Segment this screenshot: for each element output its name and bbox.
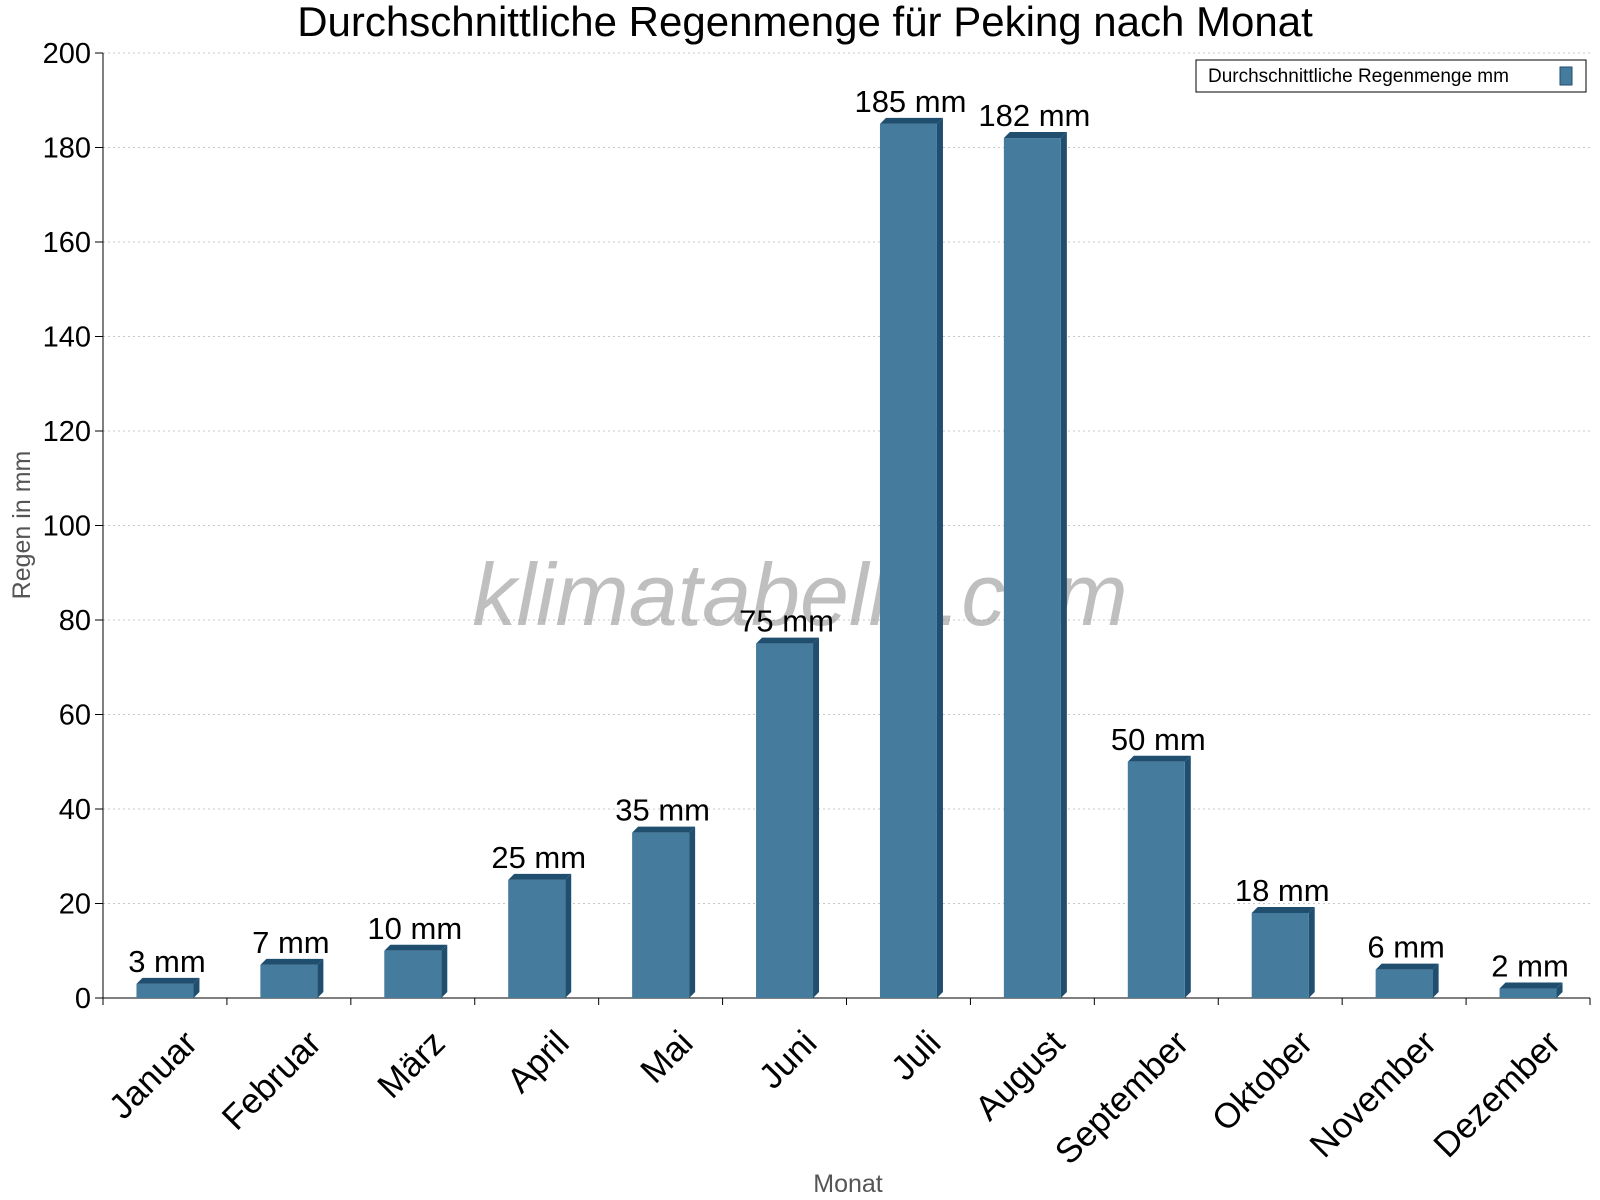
- x-tick-label: August: [968, 1023, 1073, 1128]
- bar-side: [317, 958, 324, 998]
- x-tick-label: Mai: [633, 1023, 700, 1090]
- y-tick-label: 20: [59, 889, 91, 921]
- y-axis-label: Regen in mm: [8, 451, 36, 600]
- bar-9: [1127, 755, 1191, 998]
- x-axis-label: Monat: [813, 1170, 883, 1198]
- bar-value-label: 50 mm: [1111, 722, 1206, 757]
- bar-front: [260, 964, 318, 998]
- x-tick-label: Juli: [884, 1023, 949, 1088]
- bar-front: [879, 123, 937, 998]
- x-tick-label: Februar: [215, 1023, 329, 1137]
- bar-top: [1251, 906, 1315, 913]
- bar-front: [1375, 969, 1433, 998]
- legend-box: [1195, 59, 1587, 93]
- bar-side: [1060, 132, 1067, 999]
- y-tick-label: 40: [59, 794, 91, 826]
- axes: [102, 53, 1590, 999]
- bar-top: [756, 637, 820, 644]
- bar-top: [1003, 132, 1067, 139]
- bar-side: [1184, 755, 1191, 998]
- y-tick-label: 0: [75, 983, 91, 1015]
- bar-side: [565, 873, 572, 998]
- bar-top: [136, 977, 200, 984]
- chart-title: Durchschnittliche Regenmenge für Peking …: [297, 0, 1313, 45]
- bar-11: [1375, 963, 1439, 998]
- x-tick-label: Dezember: [1426, 1023, 1568, 1165]
- legend-entry-label: Durchschnittliche Regenmenge mm: [1208, 66, 1509, 87]
- y-tick-label: 60: [59, 700, 91, 732]
- y-tick-label: 180: [43, 133, 91, 165]
- bar-value-label: 35 mm: [615, 793, 710, 828]
- bar-10: [1251, 906, 1315, 998]
- bar-side: [1432, 963, 1439, 998]
- x-tick-label: November: [1302, 1023, 1444, 1165]
- bar-value-label: 18 mm: [1235, 873, 1330, 908]
- bar-value-label: 182 mm: [978, 98, 1090, 133]
- bar-8: [1003, 132, 1067, 999]
- bar-front: [632, 832, 690, 998]
- x-axis-ticks: Januar Februar März April Mai Juni Juli AugustS…: [102, 998, 1591, 1172]
- bar-4: [508, 873, 572, 998]
- legend: Durchschnittliche Regenmenge mm: [1195, 59, 1587, 93]
- bar-top: [1499, 982, 1563, 989]
- bar-3: [384, 944, 448, 998]
- bar-front: [1003, 138, 1061, 999]
- bar-side: [1308, 906, 1315, 998]
- bar-front: [136, 983, 194, 998]
- bar-6: [756, 637, 820, 998]
- bar-side: [193, 977, 200, 998]
- bar-top: [260, 958, 324, 965]
- bar-value-label: 6 mm: [1367, 930, 1445, 965]
- bar-7: [879, 117, 943, 998]
- bar-2: [260, 958, 324, 998]
- bar-front: [384, 950, 442, 998]
- y-tick-label: 200: [43, 38, 91, 70]
- y-axis-ticks: 0 20 40 60 80 100 120 140 160 180 200: [43, 38, 103, 1015]
- bar-value-label: 3 mm: [128, 944, 206, 979]
- x-tick-label: Oktober: [1205, 1023, 1321, 1139]
- x-tick-label: April: [500, 1023, 577, 1100]
- x-tick-label: Januar: [102, 1023, 205, 1126]
- bar-value-label: 185 mm: [854, 84, 966, 119]
- bar-side: [441, 944, 448, 998]
- bar-1: [136, 977, 200, 998]
- x-tick-label: September: [1048, 1023, 1197, 1172]
- bar-front: [756, 643, 814, 998]
- y-tick-label: 160: [43, 227, 91, 259]
- bar-5: [632, 826, 696, 998]
- grid-lines: [103, 52, 1590, 904]
- bar-12: [1499, 982, 1563, 998]
- bar-value-label: 2 mm: [1491, 949, 1569, 984]
- y-tick-label: 120: [43, 416, 91, 448]
- bar-value-label: 7 mm: [252, 925, 330, 960]
- bar-side: [936, 117, 943, 998]
- y-tick-label: 100: [43, 511, 91, 543]
- bar-top: [1375, 963, 1439, 970]
- bar-side: [1556, 982, 1563, 998]
- y-tick-label: 140: [43, 322, 91, 354]
- y-tick-label: 80: [59, 605, 91, 637]
- bar-value-label: 25 mm: [491, 840, 586, 875]
- bars: 3 mm 7 mm 10 mm 25 mm 35 mm 75 mm 185 mm 182 mm…: [128, 84, 1569, 999]
- x-tick-label: März: [370, 1023, 453, 1106]
- bar-side: [689, 826, 696, 998]
- bar-top: [632, 826, 696, 833]
- bar-front: [1499, 988, 1557, 998]
- bar-front: [1251, 912, 1309, 998]
- bar-top: [508, 873, 572, 880]
- bar-side: [813, 637, 820, 998]
- bar-value-label: 75 mm: [739, 604, 834, 639]
- bar-top: [1127, 755, 1191, 762]
- bar-front: [1127, 761, 1185, 998]
- bar-front: [508, 879, 566, 998]
- bar-top: [384, 944, 448, 951]
- bar-top: [879, 117, 943, 124]
- legend-swatch: [1559, 66, 1573, 86]
- bar-value-label: 10 mm: [367, 911, 462, 946]
- x-tick-label: Juni: [751, 1023, 824, 1096]
